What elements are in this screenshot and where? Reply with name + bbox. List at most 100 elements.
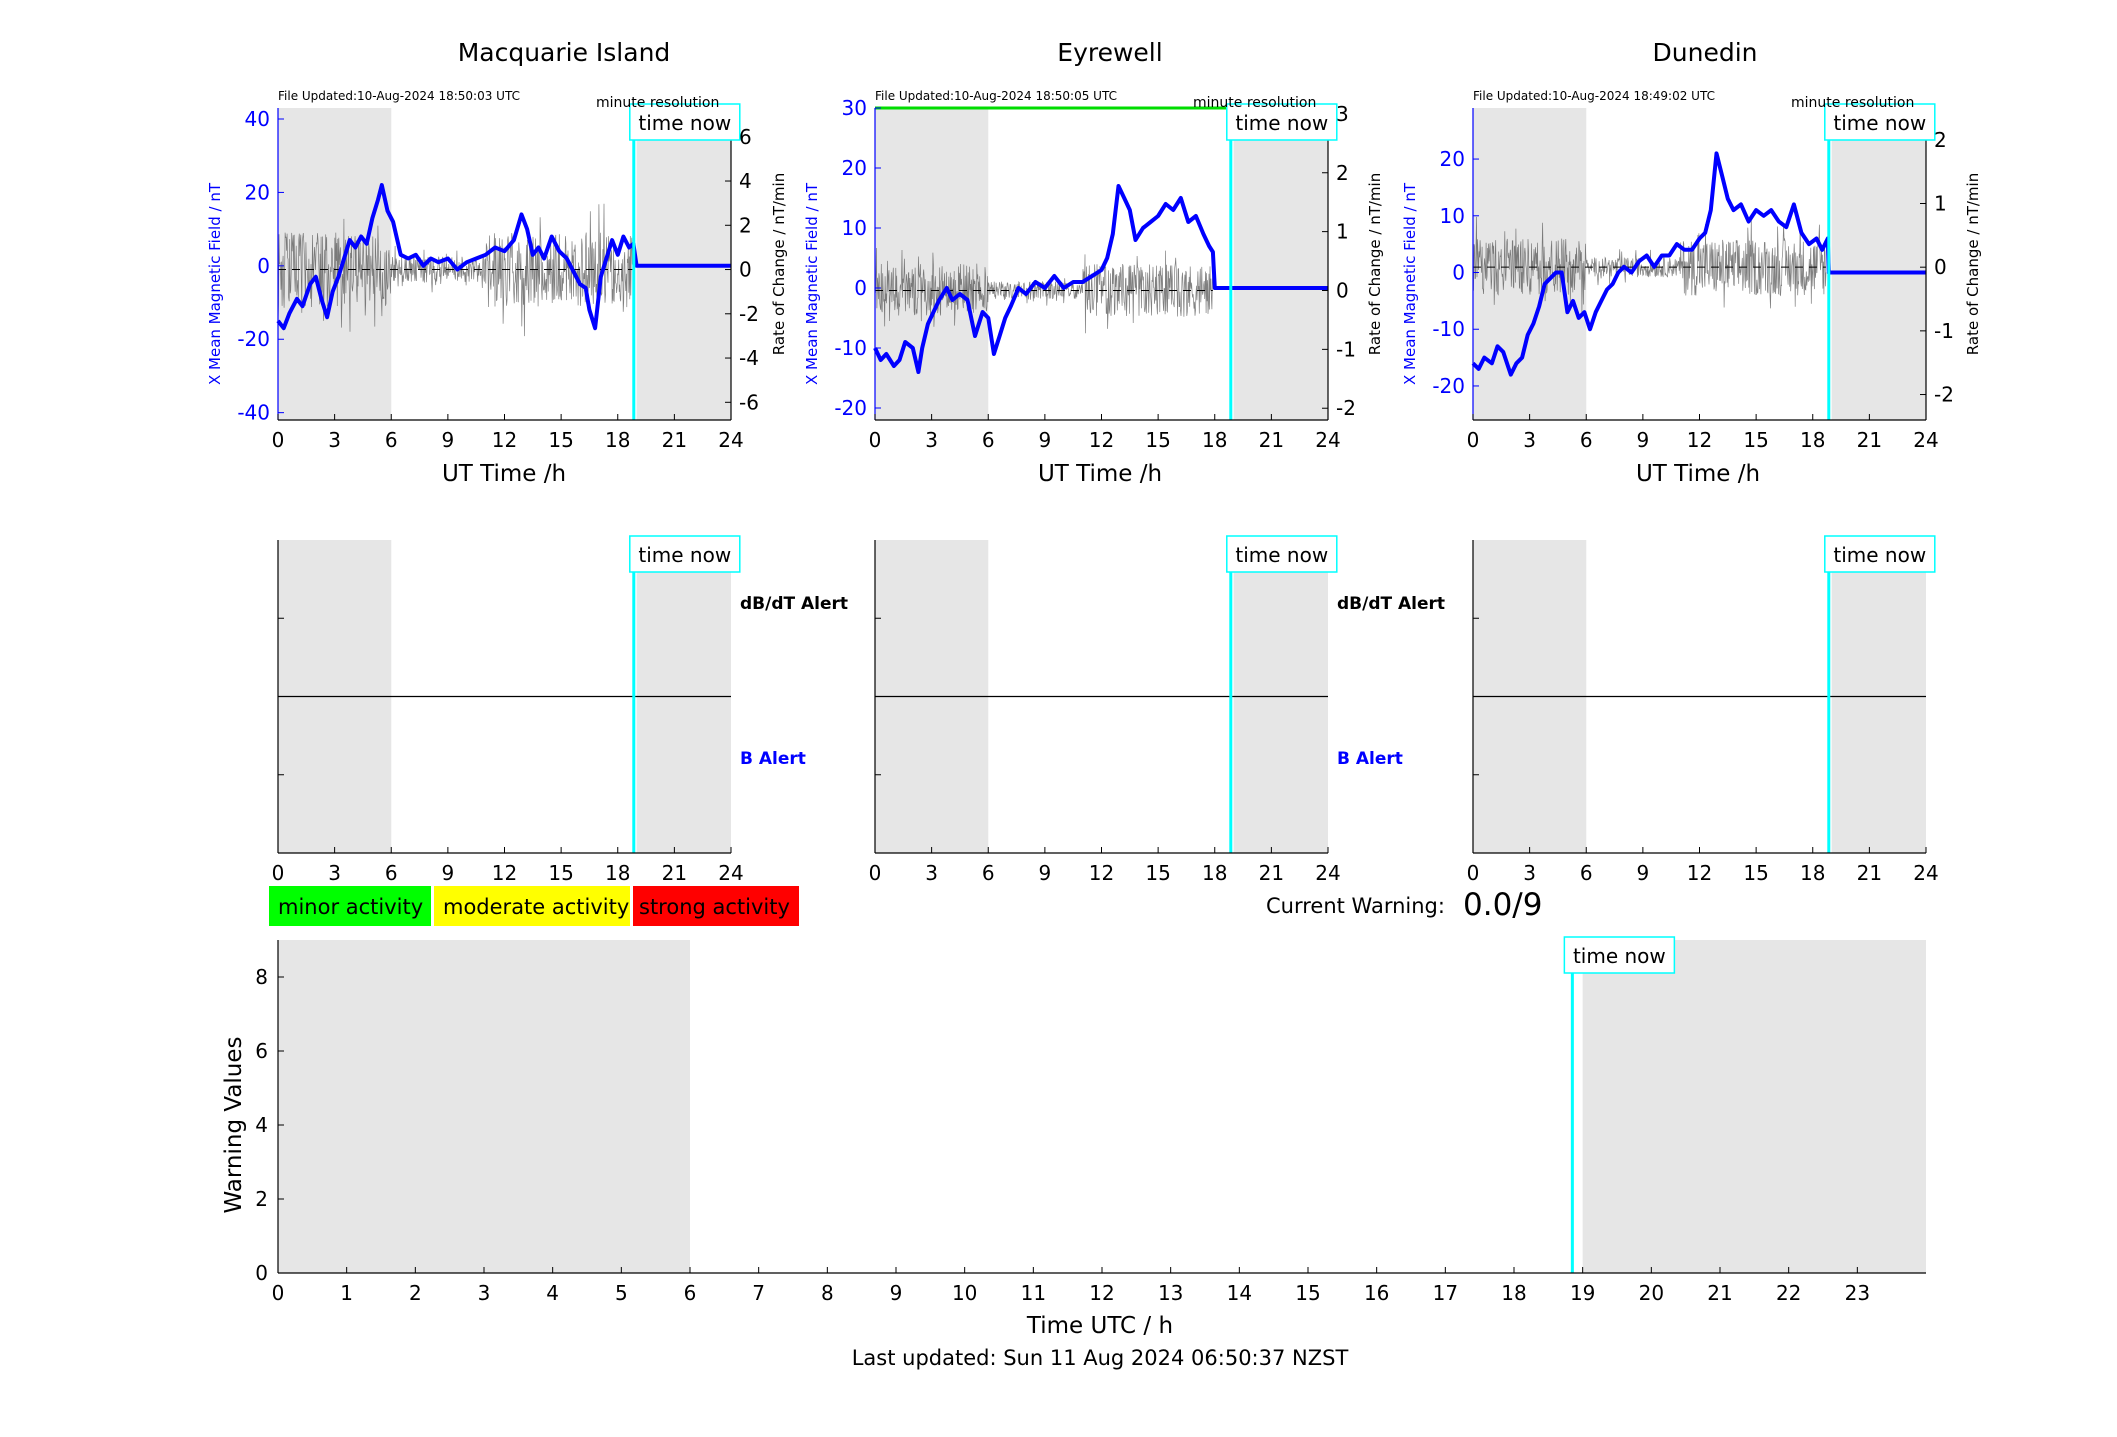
panel-top-0-x-tick-label-15: 15 — [548, 428, 573, 452]
panel-warning-y-tick-label-8: 8 — [255, 965, 268, 989]
panel-top-2-time-now-label: time now — [1833, 111, 1926, 135]
panel-top-0-x-tick-label-24: 24 — [718, 428, 743, 452]
panel-top-1-y-tick-label-30: 30 — [842, 96, 867, 120]
panel-top-2-field-series-0 — [1471, 151, 1926, 377]
panel-mid-2-time-now-box — [1824, 535, 1936, 573]
panel-top-2-y-tick-label-0: 0 — [1452, 261, 1465, 285]
panel-warning-x-tick-label-13: 13 — [1158, 1281, 1183, 1305]
panel-mid-1-time-now-label: time now — [1235, 543, 1328, 567]
panel-top-0-x-tick-label-0: 0 — [272, 428, 285, 452]
panel-warning-x-tick-label-10: 10 — [952, 1281, 977, 1305]
file-updated-macquarie: File Updated:10-Aug-2024 18:50:03 UTC — [278, 89, 520, 103]
axes-layer — [277, 107, 1927, 1274]
panel-top-1-y2-tick-label-3: 3 — [1336, 102, 1349, 126]
panel-top-0-x-tick-label-3: 3 — [328, 428, 341, 452]
panel-top-2-night-shade-1 — [1831, 108, 1926, 420]
panel-top-1-x-tick-label-3: 3 — [925, 428, 938, 452]
panel-warning-x-tick-label-7: 7 — [752, 1281, 765, 1305]
dbdt-alert-label-2: dB/dT Alert — [1337, 594, 1445, 614]
panel-mid-0-x-tick-label-9: 9 — [442, 861, 455, 885]
panel-warning-night-shade-0 — [278, 940, 690, 1273]
panel-mid-0-time-now-box — [629, 535, 741, 573]
panel-warning-x-tick-label-1: 1 — [340, 1281, 353, 1305]
panel-top-0-x-tick-label-21: 21 — [662, 428, 687, 452]
panel-mid-1-x-tick-label-0: 0 — [869, 861, 882, 885]
panel-mid-0-x-tick-label-0: 0 — [272, 861, 285, 885]
panel-mid-2-x-tick-label-21: 21 — [1857, 861, 1882, 885]
panel-warning-x-tick-label-19: 19 — [1570, 1281, 1595, 1305]
xlabel-eyrewell: UT Time /h — [1038, 461, 1162, 487]
station-title-dunedin: Dunedin — [1653, 38, 1758, 67]
panel-mid-0-x-tick-label-3: 3 — [328, 861, 341, 885]
panel-top-1-night-shade-0 — [875, 108, 989, 420]
panel-top-0-y-tick-label-0: 0 — [257, 254, 270, 278]
warning-xlabel: Time UTC / h — [1026, 1313, 1173, 1339]
legend-moderate-swatch — [434, 886, 630, 926]
panel-top-0-y2-tick-label-2: 2 — [739, 213, 752, 237]
panel-top-1-time-now-label: time now — [1235, 111, 1328, 135]
legend-moderate-label: moderate activity — [443, 895, 629, 919]
panel-top-1-y-tick-label--20: -20 — [834, 396, 867, 420]
panel-top-2-x-tick-label-15: 15 — [1743, 428, 1768, 452]
current-warning-label: Current Warning: — [1266, 894, 1445, 918]
panel-top-1-x-tick-label-18: 18 — [1202, 428, 1227, 452]
panel-warning-time-now-box — [1563, 936, 1676, 974]
panel-top-2-y2-tick-label-1: 1 — [1934, 192, 1947, 216]
panel-warning-x-tick-label-6: 6 — [684, 1281, 697, 1305]
panel-mid-0-x-tick-label-18: 18 — [605, 861, 630, 885]
legend-minor-label: minor activity — [278, 895, 423, 919]
panel-mid-2-x-tick-label-24: 24 — [1913, 861, 1938, 885]
panel-mid-2-x-tick-label-6: 6 — [1580, 861, 1593, 885]
panel-top-1-x-tick-label-21: 21 — [1259, 428, 1284, 452]
panel-warning-x-tick-label-12: 12 — [1089, 1281, 1114, 1305]
b-alert-label-1: B Alert — [740, 749, 806, 769]
panel-top-1-y-tick-label-10: 10 — [842, 216, 867, 240]
station-title-eyrewell: Eyrewell — [1057, 38, 1162, 67]
panel-warning-x-tick-label-22: 22 — [1776, 1281, 1801, 1305]
panel-mid-2-time-now-label: time now — [1833, 543, 1926, 567]
panel-mid-0-time-now-label: time now — [638, 543, 731, 567]
panel-warning-x-tick-label-4: 4 — [546, 1281, 559, 1305]
panel-top-1-x-tick-label-9: 9 — [1039, 428, 1052, 452]
panel-top-2-x-tick-label-0: 0 — [1467, 428, 1480, 452]
panel-top-2-x-tick-label-18: 18 — [1800, 428, 1825, 452]
current-warning-value: 0.0/9 — [1463, 887, 1542, 923]
panel-mid-0-x-tick-label-21: 21 — [662, 861, 687, 885]
panel-top-0-y-tick-label--20: -20 — [237, 327, 270, 351]
panel-mid-1-x-tick-label-3: 3 — [925, 861, 938, 885]
panel-warning-x-tick-label-18: 18 — [1501, 1281, 1526, 1305]
panel-mid-1-x-tick-label-21: 21 — [1259, 861, 1284, 885]
panel-top-2-y2-tick-label--2: -2 — [1934, 383, 1954, 407]
panel-mid-0-x-tick-label-12: 12 — [492, 861, 517, 885]
panel-top-2-x-tick-label-6: 6 — [1580, 428, 1593, 452]
panel-warning-x-tick-label-3: 3 — [478, 1281, 491, 1305]
panel-warning-y-tick-label-4: 4 — [255, 1113, 268, 1137]
panel-mid-2-x-tick-label-15: 15 — [1743, 861, 1768, 885]
panel-top-1-y-tick-label-20: 20 — [842, 156, 867, 180]
panel-warning-x-tick-label-20: 20 — [1639, 1281, 1664, 1305]
panel-top-0-x-tick-label-18: 18 — [605, 428, 630, 452]
panel-top-0-y-tick-label-40: 40 — [245, 107, 270, 131]
panel-mid-2-x-tick-label-0: 0 — [1467, 861, 1480, 885]
panel-top-1-field-series-0 — [873, 184, 1328, 374]
panel-top-1-y2-tick-label--1: -1 — [1336, 337, 1356, 361]
panel-top-2-y-tick-label-10: 10 — [1440, 204, 1465, 228]
panel-top-0-y2-tick-label--4: -4 — [739, 346, 759, 370]
panel-mid-1-x-tick-label-15: 15 — [1145, 861, 1170, 885]
station-title-macquarie: Macquarie Island — [458, 38, 671, 67]
panel-top-2-x-tick-label-21: 21 — [1857, 428, 1882, 452]
panel-top-2-y-tick-label-20: 20 — [1440, 147, 1465, 171]
panel-warning-x-tick-label-14: 14 — [1227, 1281, 1252, 1305]
y2label-dunedin: Rate of Change / nT/min — [1964, 173, 1982, 355]
panel-warning-x-tick-label-9: 9 — [890, 1281, 903, 1305]
panel-mid-2-x-tick-label-9: 9 — [1637, 861, 1650, 885]
panel-mid-1-x-tick-label-24: 24 — [1315, 861, 1340, 885]
panel-top-0-y-tick-label--40: -40 — [237, 401, 270, 425]
data-layer — [276, 106, 1926, 1273]
ylabel-macquarie: X Mean Magnetic Field / nT — [206, 182, 224, 385]
panel-top-0-y2-tick-label--6: -6 — [739, 390, 759, 414]
panel-top-1-y2-tick-label--2: -2 — [1336, 396, 1356, 420]
panel-top-1-night-shade-1 — [1233, 108, 1328, 420]
panel-top-2-rate-series — [1472, 216, 1827, 313]
